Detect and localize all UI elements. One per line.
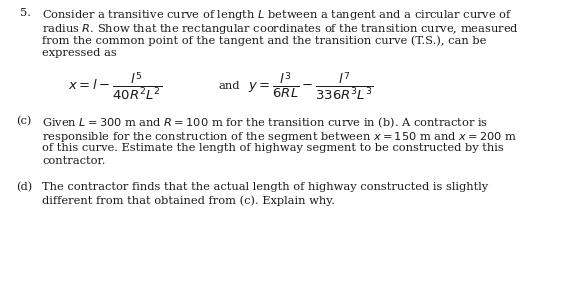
Text: different from that obtained from (c). Explain why.: different from that obtained from (c). E…: [42, 196, 335, 206]
Text: 5.: 5.: [20, 8, 31, 18]
Text: Consider a transitive curve of length $L$ between a tangent and a circular curve: Consider a transitive curve of length $L…: [42, 8, 512, 22]
Text: expressed as: expressed as: [42, 48, 117, 58]
Text: (c): (c): [16, 116, 31, 126]
Text: radius $R$. Show that the rectangular coordinates of the transition curve, measu: radius $R$. Show that the rectangular co…: [42, 21, 519, 36]
Text: from the common point of the tangent and the transition curve (T.S.), can be: from the common point of the tangent and…: [42, 35, 486, 46]
Text: $y = \dfrac{l^3}{6RL} - \dfrac{l^7}{336R^3 L^3}$: $y = \dfrac{l^3}{6RL} - \dfrac{l^7}{336R…: [248, 70, 374, 102]
Text: Given $L = 300$ m and $R = 100$ m for the transition curve in (b). A contractor : Given $L = 300$ m and $R = 100$ m for th…: [42, 116, 488, 131]
Text: and: and: [218, 81, 240, 91]
Text: contractor.: contractor.: [42, 156, 106, 166]
Text: responsible for the construction of the segment between $x = 150$ m and $x = 200: responsible for the construction of the …: [42, 129, 517, 144]
Text: of this curve. Estimate the length of highway segment to be constructed by this: of this curve. Estimate the length of hi…: [42, 143, 504, 153]
Text: The contractor finds that the actual length of highway constructed is slightly: The contractor finds that the actual len…: [42, 182, 488, 192]
Text: $x = l -\dfrac{l^5}{40R^2 L^2}$: $x = l -\dfrac{l^5}{40R^2 L^2}$: [68, 70, 162, 102]
Text: (d): (d): [16, 182, 32, 192]
